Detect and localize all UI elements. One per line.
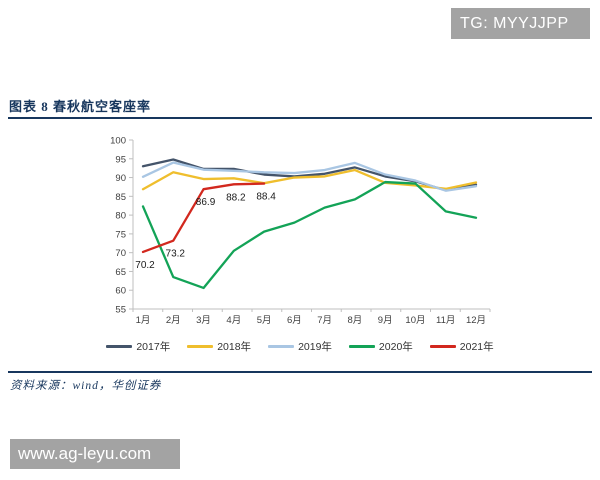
legend-swatch <box>187 345 214 348</box>
x-tick-label: 6月 <box>287 315 302 326</box>
data-label-2021年: 86.9 <box>196 197 216 208</box>
figure-title: 图表 8 春秋航空客座率 <box>9 99 152 114</box>
legend-label: 2017年 <box>136 341 171 353</box>
x-tick-label: 2月 <box>166 315 181 326</box>
series-line-2018年 <box>141 168 478 191</box>
series-line-2021年 <box>141 182 266 254</box>
legend-item-2018年: 2018年 <box>187 339 251 354</box>
data-label-2021年: 70.2 <box>135 260 155 271</box>
y-tick-label: 85 <box>115 192 126 203</box>
series-line-2019年 <box>141 161 478 192</box>
title-divider <box>8 117 592 119</box>
x-tick-label: 4月 <box>226 315 241 326</box>
x-tick-label: 11月 <box>436 315 455 326</box>
y-tick-label: 60 <box>115 286 126 297</box>
y-tick-label: 100 <box>110 136 126 147</box>
legend-label: 2021年 <box>459 341 494 353</box>
legend-swatch <box>348 345 375 348</box>
x-tick-label: 7月 <box>317 315 332 326</box>
data-label-2021年: 88.4 <box>256 192 276 203</box>
legend-label: 2018年 <box>217 341 252 353</box>
y-tick-label: 80 <box>115 211 126 222</box>
legend-swatch <box>429 345 456 348</box>
y-tick-label: 55 <box>115 305 126 316</box>
telegram-watermark: TG: MYYJJPP <box>451 8 590 39</box>
legend-item-2020年: 2020年 <box>348 339 413 354</box>
x-tick-label: 3月 <box>196 315 211 326</box>
legend-label: 2019年 <box>298 341 332 353</box>
x-tick-label: 9月 <box>378 315 393 326</box>
y-tick-label: 65 <box>115 267 126 278</box>
website-watermark: www.ag-leyu.com <box>10 439 180 469</box>
source-divider <box>8 371 592 373</box>
data-label-2021年: 88.2 <box>226 192 246 203</box>
website-watermark-text: www.ag-leyu.com <box>18 444 152 463</box>
x-tick-label: 8月 <box>348 315 363 326</box>
x-tick-label: 10月 <box>405 315 425 326</box>
x-tick-label: 1月 <box>136 315 151 326</box>
y-tick-label: 90 <box>115 173 126 184</box>
chart-legend: 2017年 2018年 2019年 2020年 2021年 <box>0 339 600 354</box>
legend-swatch <box>106 345 133 348</box>
legend-item-2017年: 2017年 <box>106 339 170 354</box>
legend-swatch <box>268 345 295 348</box>
legend-label: 2020年 <box>378 341 413 353</box>
legend-item-2021年: 2021年 <box>429 339 494 354</box>
series-line-2020年 <box>141 180 478 290</box>
y-tick-label: 75 <box>115 229 126 240</box>
telegram-watermark-text: TG: MYYJJPP <box>460 14 569 32</box>
data-label-2021年: 73.2 <box>166 249 186 260</box>
y-tick-label: 95 <box>115 154 126 165</box>
figure-source: 资料来源：wind，华创证券 <box>10 380 162 392</box>
x-tick-label: 5月 <box>257 315 272 326</box>
y-tick-label: 70 <box>115 248 126 259</box>
legend-item-2019年: 2019年 <box>268 339 332 354</box>
x-tick-label: 12月 <box>466 315 486 326</box>
